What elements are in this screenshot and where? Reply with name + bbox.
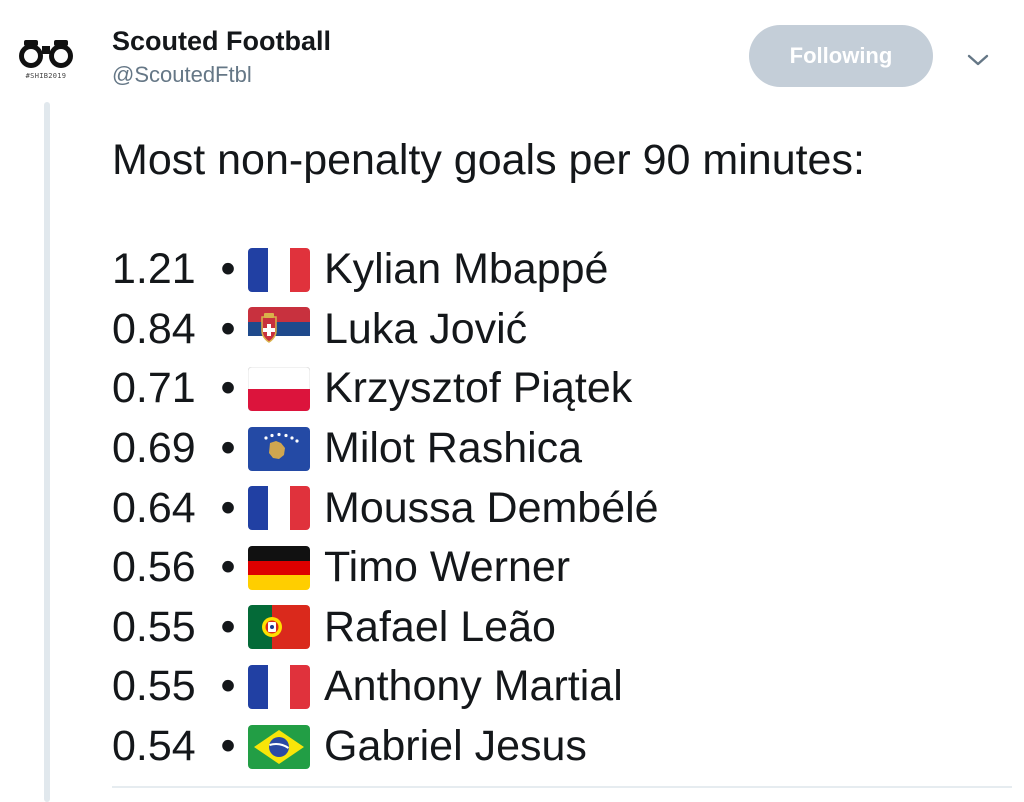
tweet-title: Most non-penalty goals per 90 minutes: — [112, 136, 865, 184]
tweet-header: Scouted Football @ScoutedFtbl — [112, 24, 331, 90]
avatar-tag: #SHIB2019 — [25, 72, 67, 80]
goals-per-90-value: 0.56 — [112, 543, 196, 592]
france-flag-icon — [248, 664, 310, 709]
bullet: • — [220, 722, 236, 771]
serbia-flag-icon — [248, 307, 310, 352]
player-name: Rafael Leão — [324, 602, 556, 651]
list-item: 0.55 • Anthony Martial — [112, 657, 659, 717]
kosovo-flag-icon — [248, 426, 310, 471]
goals-per-90-value: 0.64 — [112, 483, 196, 532]
player-name: Luka Jović — [324, 304, 528, 353]
player-name: Krzysztof Piątek — [324, 364, 633, 413]
portugal-flag-icon — [248, 605, 310, 650]
list-item: 0.64 • Moussa Dembélé — [112, 478, 659, 538]
list-item: 0.55 • Rafael Leão — [112, 598, 659, 658]
list-item: 0.71 • Krzysztof Piątek — [112, 359, 659, 419]
goals-per-90-value: 0.55 — [112, 602, 196, 651]
list-item: 0.56 • Timo Werner — [112, 538, 659, 598]
avatar[interactable]: #SHIB2019 — [14, 36, 78, 100]
goals-per-90-value: 1.21 — [112, 245, 196, 294]
binoculars-icon — [19, 40, 73, 68]
goals-per-90-value: 0.71 — [112, 364, 196, 413]
list-item: 0.69 • Milot Rashica — [112, 419, 659, 479]
goals-per-90-value: 0.84 — [112, 304, 196, 353]
bullet: • — [220, 662, 236, 711]
france-flag-icon — [248, 247, 310, 292]
bullet: • — [220, 602, 236, 651]
list-item: 0.84 • Luka Jović — [112, 300, 659, 360]
bullet: • — [220, 364, 236, 413]
player-name: Milot Rashica — [324, 424, 583, 473]
bullet: • — [220, 543, 236, 592]
divider — [112, 786, 1012, 788]
player-name: Moussa Dembélé — [324, 483, 659, 532]
bullet: • — [220, 245, 236, 294]
goals-per-90-value: 0.69 — [112, 424, 196, 473]
account-handle[interactable]: @ScoutedFtbl — [112, 62, 252, 87]
player-name: Gabriel Jesus — [324, 722, 587, 771]
list-item: 0.54 • Gabriel Jesus — [112, 717, 659, 777]
player-name: Kylian Mbappé — [324, 245, 609, 294]
following-button[interactable]: Following — [749, 25, 933, 87]
goals-per-90-value: 0.55 — [112, 662, 196, 711]
bullet: • — [220, 304, 236, 353]
list-item: 1.21 • Kylian Mbappé — [112, 240, 659, 300]
account-name[interactable]: Scouted Football — [112, 26, 331, 56]
goals-per-90-value: 0.54 — [112, 722, 196, 771]
brazil-flag-icon — [248, 724, 310, 769]
player-name: Timo Werner — [324, 543, 571, 592]
player-name: Anthony Martial — [324, 662, 623, 711]
germany-flag-icon — [248, 545, 310, 590]
more-menu-button[interactable] — [962, 46, 994, 74]
poland-flag-icon — [248, 366, 310, 411]
chevron-down-icon — [967, 54, 989, 66]
bullet: • — [220, 424, 236, 473]
thread-line — [44, 102, 50, 802]
bullet: • — [220, 483, 236, 532]
france-flag-icon — [248, 486, 310, 531]
stats-list: 1.21 • Kylian Mbappé 0.84 • Luka Jović 0.71 • Kr… — [112, 240, 659, 776]
